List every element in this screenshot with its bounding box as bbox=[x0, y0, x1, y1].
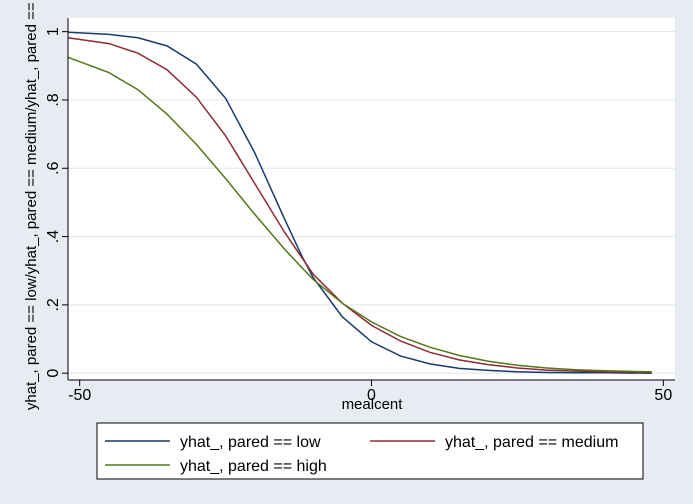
y-tick-label: .6 bbox=[45, 161, 62, 174]
legend: yhat_, pared == low yhat_, pared == mediu… bbox=[96, 422, 644, 480]
series-lines bbox=[67, 31, 652, 374]
legend-label: yhat_, pared == medium bbox=[445, 434, 618, 451]
series-line-0 bbox=[67, 31, 652, 374]
legend-box bbox=[96, 422, 644, 480]
x-tick-label: 50 bbox=[654, 387, 672, 404]
gridlines bbox=[68, 31, 675, 374]
y-axis-title: yhat_, pared == low/yhat_, pared == medi… bbox=[23, 0, 40, 410]
x-tick-label: -50 bbox=[68, 387, 91, 404]
y-tick-label: 0 bbox=[45, 369, 62, 378]
x-ticks: -50 0 50 bbox=[68, 380, 672, 404]
legend-label: yhat_, pared == high bbox=[180, 458, 327, 475]
x-tick-label: 0 bbox=[367, 387, 376, 404]
y-tick-label: 1 bbox=[45, 27, 62, 36]
y-ticks: 0 .2 .4 .6 .8 1 bbox=[45, 27, 68, 378]
legend-label: yhat_, pared == low bbox=[180, 434, 321, 451]
y-tick-label: .8 bbox=[45, 93, 62, 106]
y-tick-label: .2 bbox=[45, 298, 62, 311]
series-line-2 bbox=[67, 56, 652, 373]
x-axis-title: mealcent bbox=[342, 396, 404, 413]
plot-region bbox=[68, 18, 675, 380]
y-tick-label: .4 bbox=[45, 230, 62, 243]
